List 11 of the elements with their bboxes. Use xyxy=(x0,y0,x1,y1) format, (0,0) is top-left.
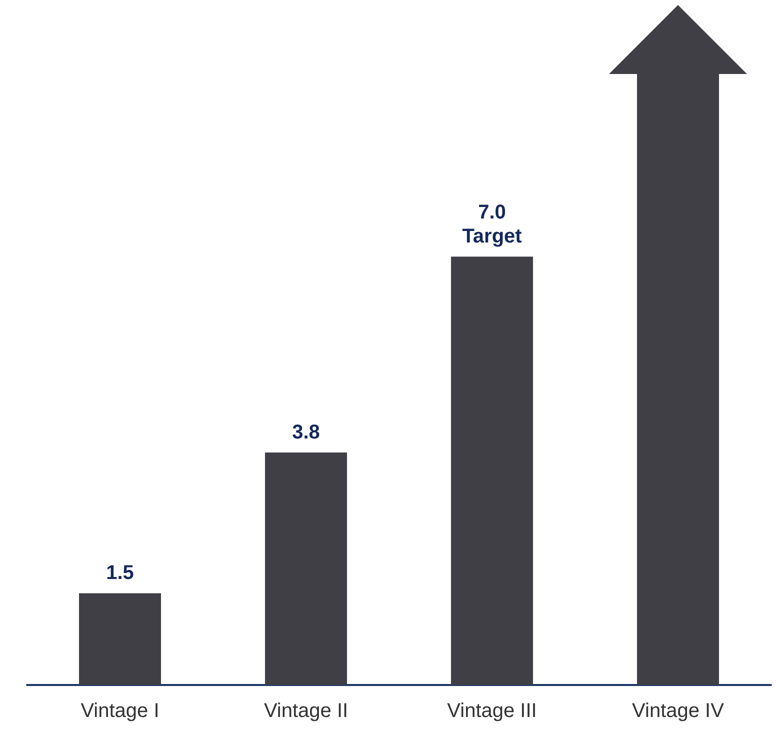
annotation: Target xyxy=(462,226,522,248)
x-tick-label: Vintage I xyxy=(80,700,160,722)
x-tick-label: Vintage III xyxy=(447,700,537,722)
bar xyxy=(79,593,161,685)
x-tick-label: Vintage II xyxy=(264,700,348,722)
data-label: 3.8 xyxy=(292,421,320,444)
data-label: 7.0 xyxy=(478,202,506,224)
data-label: 1.5 xyxy=(106,562,134,584)
bar xyxy=(451,256,533,685)
bar xyxy=(265,452,347,685)
x-tick-label: Vintage IV xyxy=(632,700,725,722)
